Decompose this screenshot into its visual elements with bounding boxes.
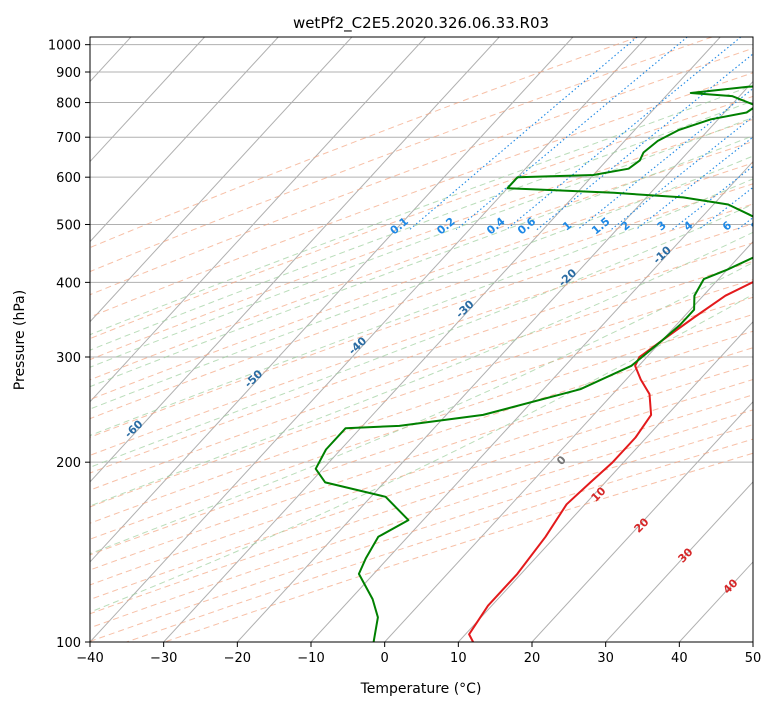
y-tick-label: 500 xyxy=(56,218,81,233)
dry-adiabat xyxy=(90,203,753,438)
isotherm-line xyxy=(90,37,647,642)
y-tick-label: 200 xyxy=(56,456,81,471)
isotherm-line xyxy=(163,37,721,642)
profile-line xyxy=(314,85,753,642)
mixing-ratio-label: 1.5 xyxy=(589,215,612,237)
isotherm-line xyxy=(90,37,426,403)
x-tick-label: −20 xyxy=(224,651,251,666)
dry-adiabat xyxy=(90,37,713,273)
x-tick-label: 10 xyxy=(450,651,467,666)
x-tick-label: 50 xyxy=(745,651,762,666)
mixing-ratio-line xyxy=(736,216,753,231)
y-tick-label: 600 xyxy=(56,171,81,186)
mixing-ratio-label: 8 xyxy=(748,219,762,234)
isotherm-label: -30 xyxy=(453,298,477,321)
isotherm-line xyxy=(90,37,353,323)
moist-adiabat-label: 20 xyxy=(632,515,652,535)
mixing-ratio-label: 2 xyxy=(619,219,633,234)
profile-line xyxy=(468,280,753,642)
mixing-ratio-label: 6 xyxy=(720,218,734,233)
isotherm-line xyxy=(384,240,753,642)
dry-adiabat xyxy=(90,394,753,615)
mixing-ratio-line xyxy=(671,165,753,231)
isotherm-line xyxy=(90,37,205,163)
mixing-ratio-label: 0.6 xyxy=(515,215,539,238)
isotherm-line xyxy=(310,160,753,642)
dry-adiabat xyxy=(90,313,753,540)
mixing-ratio-line xyxy=(409,37,638,231)
dry-adiabat xyxy=(90,183,753,420)
y-tick-label: 800 xyxy=(56,97,81,112)
dry-adiabat xyxy=(126,438,753,642)
mixing-ratio-line xyxy=(505,37,742,231)
isotherm-line xyxy=(90,37,500,483)
y-tick-label: 100 xyxy=(56,636,81,651)
mixing-ratio-line xyxy=(766,37,775,230)
moist-adiabat-label: 10 xyxy=(589,484,609,504)
moist-adiabat xyxy=(90,203,753,468)
background-guide-lines xyxy=(0,37,775,642)
isotherm-line xyxy=(90,37,279,243)
isotherm-label: -20 xyxy=(556,266,580,289)
y-tick-label: 1000 xyxy=(48,39,81,54)
moist-adiabat xyxy=(90,262,753,555)
dry-adiabat xyxy=(90,47,753,296)
x-tick-label: 30 xyxy=(597,651,614,666)
isotherm-label: -10 xyxy=(651,243,675,266)
moist-adiabat xyxy=(90,116,753,368)
isotherm-line xyxy=(605,481,753,642)
axis-ticks: −40 −30 −20 −10 0 10 20 30 40 5010020030040050060… xyxy=(48,39,761,666)
moist-adiabat-label: 0 xyxy=(554,453,569,468)
dry-adiabat xyxy=(90,363,753,586)
isotherm-label: -60 xyxy=(122,417,146,440)
isotherm-line xyxy=(531,401,753,642)
moist-adiabat xyxy=(90,231,753,507)
plot-frame xyxy=(89,36,754,643)
x-tick-label: 0 xyxy=(381,651,389,666)
x-tick-label: −40 xyxy=(76,651,103,666)
mixing-ratio-line xyxy=(577,87,753,231)
sounding-profiles xyxy=(314,85,753,642)
mixing-ratio-label: 3 xyxy=(655,219,669,234)
dry-adiabat xyxy=(90,95,753,340)
isotherm-line xyxy=(752,641,753,642)
x-axis-label: Temperature (°C) xyxy=(360,681,482,697)
x-tick-label: −10 xyxy=(297,651,324,666)
dry-adiabat xyxy=(90,72,753,318)
dry-adiabat xyxy=(90,347,753,571)
moist-adiabat xyxy=(90,155,753,410)
moist-adiabat xyxy=(90,135,753,388)
dry-adiabat xyxy=(90,242,753,474)
mixing-ratio-line xyxy=(610,115,753,231)
moist-adiabat xyxy=(90,100,753,351)
dry-adiabat xyxy=(90,409,753,629)
mixing-ratio-label: 0.2 xyxy=(434,215,457,237)
isotherm-line xyxy=(0,37,57,642)
y-tick-label: 400 xyxy=(56,276,81,291)
dry-adiabat xyxy=(90,296,753,524)
dry-adiabat xyxy=(90,37,638,249)
y-tick-label: 700 xyxy=(56,131,81,146)
mixing-ratio-label: 10 xyxy=(768,216,775,236)
mixing-ratio-label: 0.4 xyxy=(484,215,508,238)
isotherm-line xyxy=(457,320,753,642)
isotherm-line xyxy=(90,37,574,563)
isotherm-line xyxy=(236,80,753,642)
x-tick-label: 20 xyxy=(524,651,541,666)
x-tick-label: −30 xyxy=(150,651,177,666)
chart-title: wetPf2_C2E5.2020.326.06.33.R03 xyxy=(293,14,549,33)
x-tick-label: 40 xyxy=(671,651,688,666)
y-tick-label: 900 xyxy=(56,66,81,81)
isotherm-label: -50 xyxy=(242,367,266,390)
mixing-ratio-line xyxy=(635,136,753,231)
y-tick-label: 300 xyxy=(56,351,81,366)
mixing-ratio-line xyxy=(536,53,753,231)
dry-adiabat xyxy=(90,260,753,491)
y-axis-label: Pressure (hPa) xyxy=(12,290,28,390)
isotherm-label: -70 xyxy=(7,463,31,486)
